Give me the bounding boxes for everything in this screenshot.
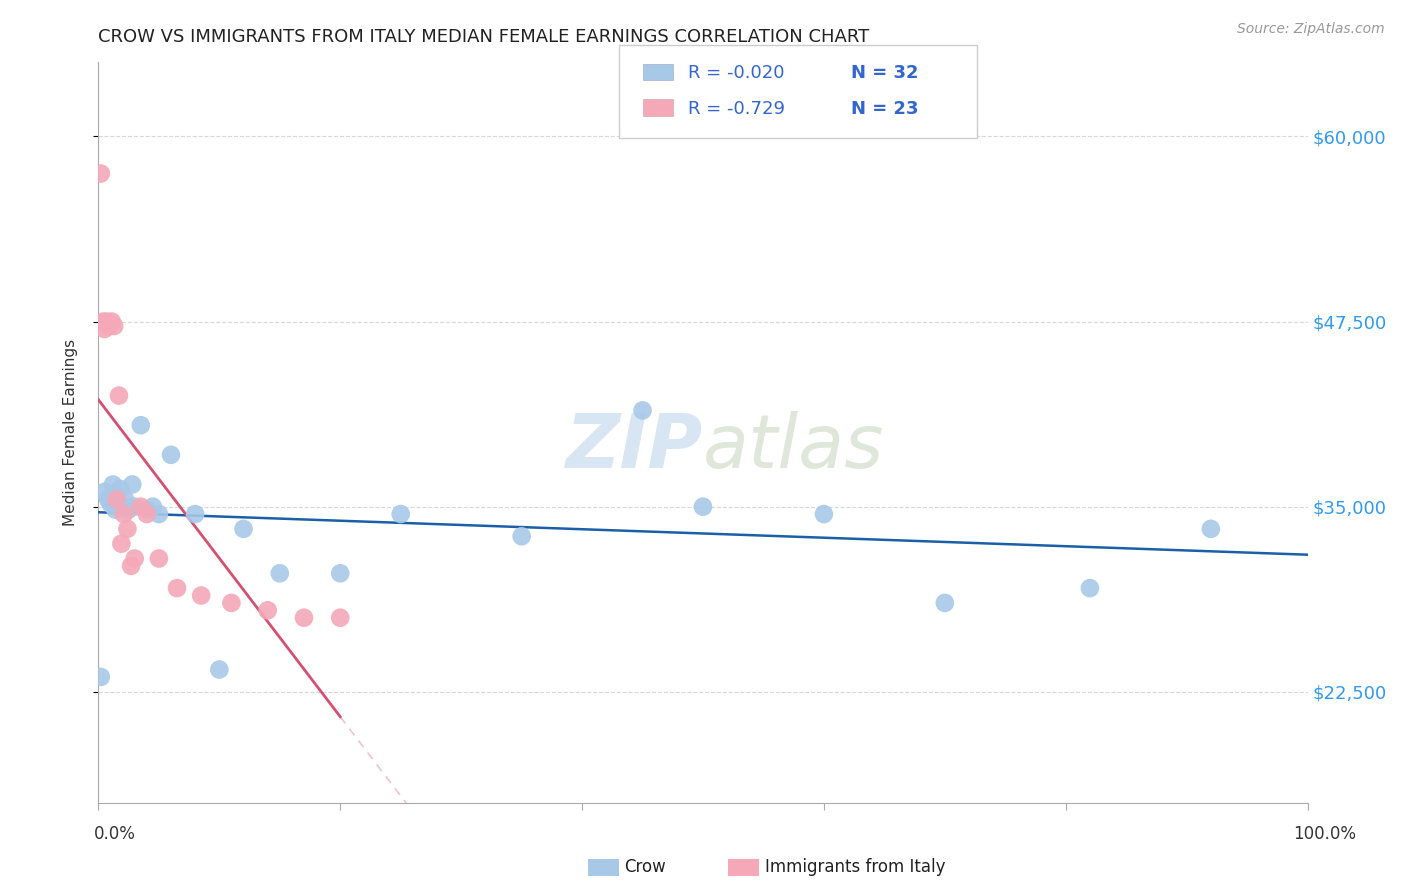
Y-axis label: Median Female Earnings: Median Female Earnings bbox=[63, 339, 77, 526]
Point bbox=[108, 482, 131, 496]
Point bbox=[111, 500, 134, 514]
Text: 100.0%: 100.0% bbox=[1294, 825, 1355, 843]
Point bbox=[96, 315, 118, 329]
Point bbox=[104, 502, 127, 516]
Point bbox=[329, 566, 352, 581]
Point bbox=[124, 551, 146, 566]
Point bbox=[148, 507, 170, 521]
Text: Immigrants from Italy: Immigrants from Italy bbox=[765, 858, 945, 876]
Text: N = 23: N = 23 bbox=[851, 100, 918, 118]
Point bbox=[91, 315, 114, 329]
Point bbox=[93, 322, 115, 336]
Point bbox=[221, 596, 243, 610]
Point bbox=[90, 670, 112, 684]
Point bbox=[510, 529, 533, 543]
Text: R = -0.729: R = -0.729 bbox=[688, 100, 785, 118]
Point bbox=[813, 507, 835, 521]
Point bbox=[1078, 581, 1101, 595]
Point bbox=[184, 507, 207, 521]
Point bbox=[135, 507, 157, 521]
Text: Crow: Crow bbox=[624, 858, 666, 876]
Point bbox=[129, 418, 152, 433]
Point bbox=[329, 610, 352, 624]
Point bbox=[269, 566, 291, 581]
Point bbox=[107, 500, 129, 514]
Text: N = 32: N = 32 bbox=[851, 64, 918, 82]
Point bbox=[934, 596, 956, 610]
Text: ZIP: ZIP bbox=[565, 411, 703, 484]
Text: 0.0%: 0.0% bbox=[94, 825, 136, 843]
Point bbox=[121, 477, 143, 491]
Point bbox=[117, 522, 139, 536]
Text: atlas: atlas bbox=[703, 411, 884, 483]
Point bbox=[292, 610, 315, 624]
Point bbox=[110, 536, 132, 550]
Point bbox=[93, 484, 115, 499]
Point bbox=[148, 551, 170, 566]
Point bbox=[120, 558, 142, 573]
Point bbox=[208, 663, 231, 677]
Point bbox=[98, 318, 121, 333]
Point bbox=[118, 502, 141, 516]
Text: R = -0.020: R = -0.020 bbox=[688, 64, 785, 82]
Point bbox=[160, 448, 183, 462]
Point bbox=[101, 477, 124, 491]
Point bbox=[105, 488, 128, 502]
Point bbox=[114, 492, 136, 507]
Point bbox=[256, 603, 278, 617]
Point bbox=[166, 581, 188, 595]
Point bbox=[692, 500, 714, 514]
Point bbox=[97, 492, 120, 507]
Point bbox=[112, 507, 135, 521]
Point bbox=[103, 318, 125, 333]
Point bbox=[631, 403, 654, 417]
Point bbox=[389, 507, 412, 521]
Point bbox=[129, 500, 152, 514]
Point bbox=[124, 500, 146, 514]
Point bbox=[100, 497, 122, 511]
Point bbox=[232, 522, 254, 536]
Point bbox=[105, 492, 128, 507]
Point bbox=[142, 500, 165, 514]
Point bbox=[100, 315, 122, 329]
Point bbox=[135, 502, 157, 516]
Point bbox=[108, 388, 131, 402]
Text: CROW VS IMMIGRANTS FROM ITALY MEDIAN FEMALE EARNINGS CORRELATION CHART: CROW VS IMMIGRANTS FROM ITALY MEDIAN FEM… bbox=[98, 28, 870, 45]
Text: Source: ZipAtlas.com: Source: ZipAtlas.com bbox=[1237, 22, 1385, 37]
Point bbox=[1199, 522, 1222, 536]
Point bbox=[190, 589, 212, 603]
Point bbox=[90, 166, 112, 180]
